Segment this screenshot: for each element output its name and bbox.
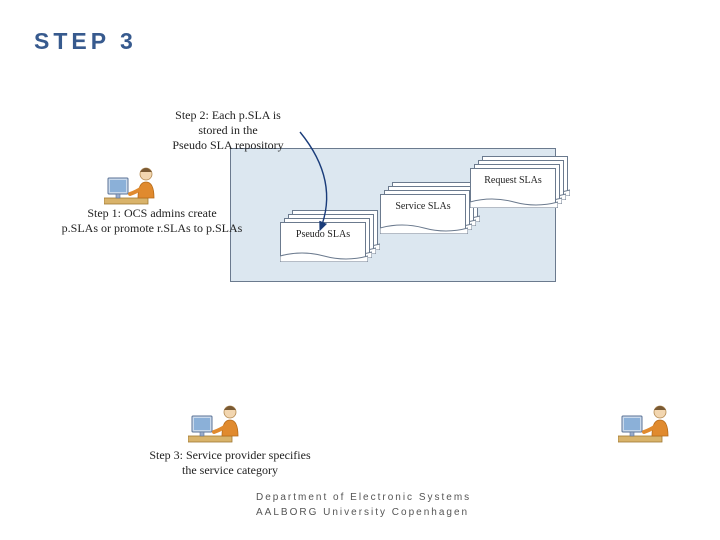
page-title: STEP 3 <box>34 28 137 55</box>
footer-line2: AALBORG University Copenhagen <box>256 505 471 520</box>
admin-user-icon <box>104 160 166 215</box>
arrow-step2 <box>280 122 340 240</box>
client-user-icon <box>618 398 680 453</box>
caption-step2: Step 2: Each p.SLA isstored in thePseudo… <box>158 108 298 153</box>
doc-sheet: Service SLAs <box>380 194 466 234</box>
doc-stack-request: Request SLAs <box>470 168 568 220</box>
doc-label: Request SLAs <box>471 175 555 186</box>
doc-sheet: Request SLAs <box>470 168 556 208</box>
provider-user-icon <box>188 398 250 453</box>
doc-label: Service SLAs <box>381 201 465 212</box>
footer-line1: Department of Electronic Systems <box>256 490 471 505</box>
doc-stack-service: Service SLAs <box>380 194 478 246</box>
footer: Department of Electronic Systems AALBORG… <box>256 490 471 520</box>
